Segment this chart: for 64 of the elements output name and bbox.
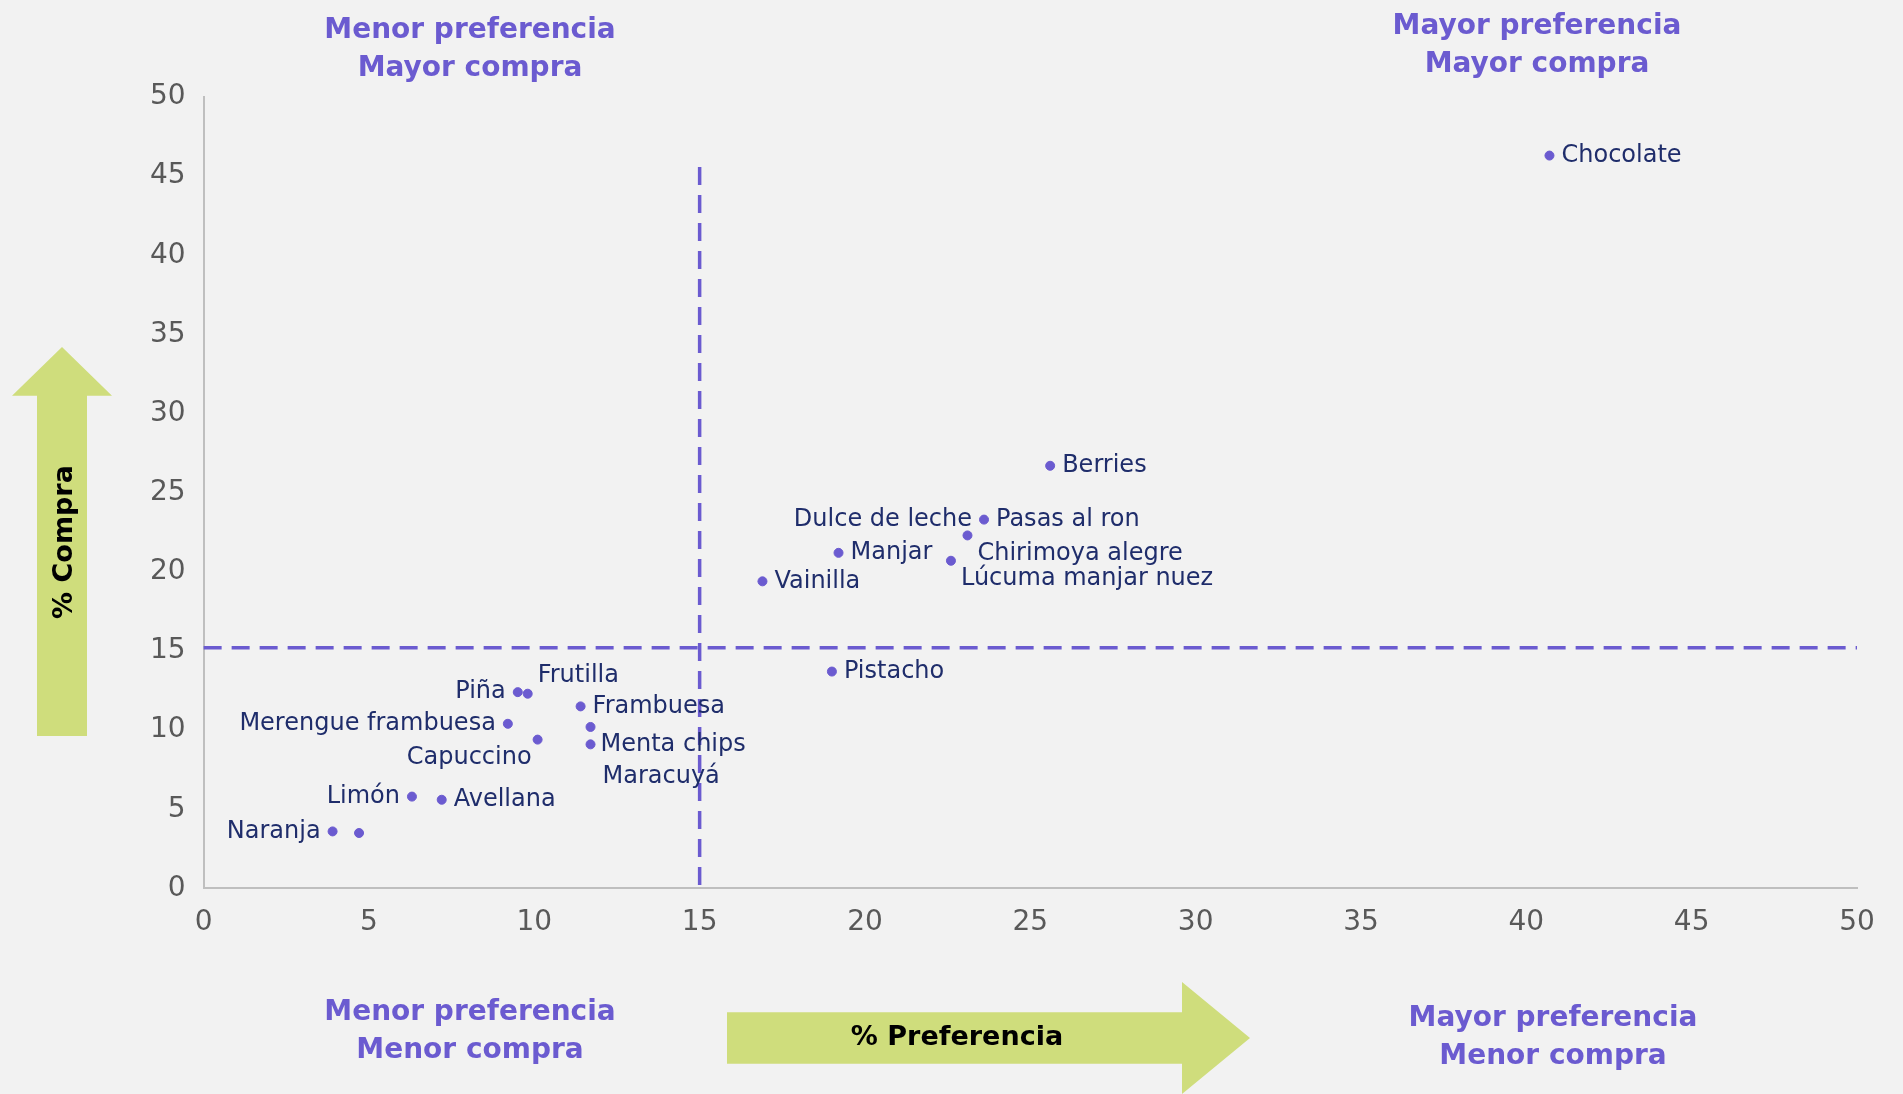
annotation: Avellana [453,784,556,812]
x-tick-label: 35 [1343,904,1379,938]
x-tick-label: 15 [681,904,718,938]
y-tick-label: 10 [149,711,186,745]
point [757,576,768,587]
point [354,828,365,838]
y-tick-label: 15 [149,632,186,666]
y-tick-label: 45 [149,157,186,191]
annotation: Manjar [850,537,933,566]
y-tick-label: 35 [149,315,186,349]
text: Menor preferencia Mayor compra [323,11,617,85]
point [532,734,543,745]
annotation: Limón [326,780,400,809]
text: Mayor preferencia Mayor compra [1391,7,1683,81]
text: Mayor preferencia Menor compra [1407,999,1699,1073]
point [979,514,990,525]
point [826,666,837,677]
x-tick-label: 45 [1673,904,1710,938]
annotation: Pistacho [843,655,945,684]
point [436,794,447,805]
y-tick-label: 30 [149,394,186,428]
x-tick-label: 0 [194,904,213,938]
point [327,826,338,837]
y-axis-title: % Compra [46,465,78,619]
annotation: Capuccino [406,741,532,770]
point [522,688,533,699]
annotation: Pasas al ron [996,503,1140,532]
annotation: Merengue frambuesa [239,708,496,737]
annotation: Berries [1062,450,1147,479]
point [502,718,513,729]
text: Menor preferencia Menor compra [323,993,617,1067]
annotation: Dulce de leche [793,503,973,532]
y-tick-label: 50 [149,78,186,112]
point [1544,150,1555,161]
point [575,701,586,712]
x-tick-label: 25 [1012,904,1049,938]
x-axis-title: % Preferencia [849,1020,1065,1051]
y-tick-label: 5 [167,790,186,824]
y-tick-label: 25 [149,473,186,507]
annotation: Vainilla [774,565,861,594]
point [945,555,956,566]
annotation: Chirimoya alegre [977,537,1183,566]
y-tick-label: 0 [167,869,186,903]
point [585,739,596,750]
x-tick-label: 20 [847,904,883,938]
annotation: Maracuyá [602,760,720,789]
x-tick-label: 5 [360,904,378,938]
point [1045,460,1056,471]
y-tick-label: 40 [149,236,186,270]
point [406,791,417,802]
x-tick-label: 50 [1839,904,1875,938]
y-tick-label: 20 [149,553,186,587]
point [833,547,844,558]
x-tick-label: 40 [1508,904,1545,938]
point [962,530,973,541]
x-tick-label: 10 [516,904,553,938]
annotation: Chocolate [1561,139,1682,168]
annotation: Naranja [226,815,321,844]
annotation: Menta chips [600,729,746,758]
point [512,687,523,698]
point [585,721,596,732]
x-tick-label: 30 [1177,904,1214,938]
annotation: Piña [455,676,506,705]
annotation: Frutilla [537,659,619,688]
